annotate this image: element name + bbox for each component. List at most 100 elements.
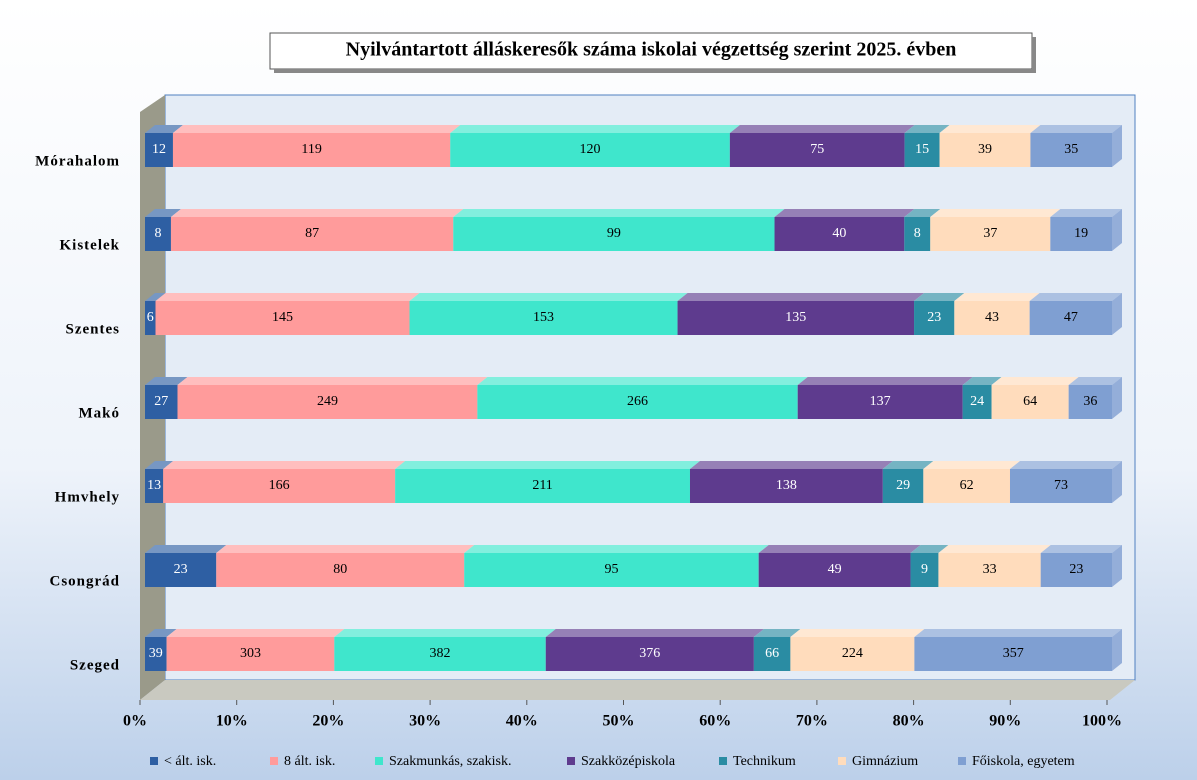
bar xyxy=(1040,553,1112,587)
bar-top xyxy=(453,209,785,217)
bar-top xyxy=(409,293,688,301)
bar-top xyxy=(677,293,925,301)
data-label: 47 xyxy=(1064,310,1078,325)
bar-top xyxy=(904,209,941,217)
x-tick-label: 10% xyxy=(216,713,248,730)
data-label: 37 xyxy=(983,226,997,241)
data-label: 36 xyxy=(1083,394,1097,409)
bar-top xyxy=(155,293,420,301)
data-label: 73 xyxy=(1054,478,1068,493)
bar xyxy=(1029,301,1112,335)
bar-top xyxy=(170,209,464,217)
data-label: 80 xyxy=(333,562,347,577)
title-shadow xyxy=(274,69,1036,73)
bar xyxy=(395,469,690,503)
data-label: 135 xyxy=(785,310,806,325)
data-label: 153 xyxy=(533,310,554,325)
bar xyxy=(177,385,478,419)
bar xyxy=(914,637,1112,671)
bar-top xyxy=(904,125,950,133)
bar xyxy=(910,553,939,587)
bar xyxy=(938,553,1041,587)
bar xyxy=(904,133,940,167)
bar-top xyxy=(938,545,1051,553)
bar-top xyxy=(1009,461,1122,469)
bar xyxy=(216,553,465,587)
legend-swatch xyxy=(567,757,575,765)
bar-top xyxy=(753,629,801,637)
bar-top xyxy=(923,461,1020,469)
bar-top xyxy=(797,377,973,385)
bar-top xyxy=(395,461,700,469)
x-tick-label: 0% xyxy=(123,713,147,730)
data-label: 95 xyxy=(604,562,618,577)
bar xyxy=(145,385,178,419)
data-label: 75 xyxy=(810,142,824,157)
data-label: 62 xyxy=(960,478,974,493)
bar-top xyxy=(774,209,915,217)
bar xyxy=(930,217,1051,251)
data-label: 211 xyxy=(532,478,552,493)
bar xyxy=(991,385,1069,419)
legend-label: Szakközépiskola xyxy=(581,754,676,769)
bar xyxy=(753,637,791,671)
legend-label: Főiskola, egyetem xyxy=(972,754,1075,769)
bar xyxy=(1068,385,1112,419)
data-label: 376 xyxy=(639,646,660,661)
bar-side xyxy=(1112,125,1122,167)
x-tick-label: 100% xyxy=(1082,713,1122,730)
bar-top xyxy=(1040,545,1122,553)
bar xyxy=(155,301,410,335)
bar xyxy=(545,637,754,671)
data-label: 49 xyxy=(828,562,842,577)
bar xyxy=(1009,469,1112,503)
bar xyxy=(334,637,546,671)
bar-top xyxy=(163,461,406,469)
y-tick-label: Csongrád xyxy=(49,573,120,589)
data-label: 8 xyxy=(154,226,161,241)
data-label: 266 xyxy=(627,394,648,409)
bar xyxy=(790,637,915,671)
bar-top xyxy=(145,545,227,553)
y-tick-label: Kistelek xyxy=(60,237,121,253)
bar-top xyxy=(464,545,769,553)
bar-top xyxy=(145,629,177,637)
bar-top xyxy=(954,293,1040,301)
bar-top xyxy=(939,125,1041,133)
data-label: 12 xyxy=(152,142,166,157)
bar xyxy=(453,217,775,251)
bar xyxy=(409,301,678,335)
x-tick-label: 20% xyxy=(312,713,344,730)
data-label: 33 xyxy=(983,562,997,577)
bar-top xyxy=(172,125,461,133)
x-tick-label: 40% xyxy=(506,713,538,730)
bar xyxy=(450,133,730,167)
bar-top xyxy=(758,545,921,553)
x-tick-label: 90% xyxy=(989,713,1021,730)
bar-top xyxy=(991,377,1079,385)
data-label: 87 xyxy=(305,226,319,241)
bar xyxy=(145,301,156,335)
bar xyxy=(166,637,335,671)
data-label: 27 xyxy=(154,394,168,409)
bar xyxy=(145,637,167,671)
title-box xyxy=(269,32,1033,70)
data-label: 145 xyxy=(272,310,293,325)
legend-swatch xyxy=(719,757,727,765)
bar xyxy=(962,385,992,419)
bar-top xyxy=(177,377,488,385)
bar xyxy=(923,469,1010,503)
bar-top xyxy=(910,545,949,553)
legend-label: Gimnázium xyxy=(852,754,918,769)
data-label: 15 xyxy=(915,142,929,157)
data-label: 19 xyxy=(1074,226,1088,241)
data-label: 120 xyxy=(580,142,601,157)
x-tick-label: 50% xyxy=(603,713,635,730)
bar xyxy=(1030,133,1112,167)
bar-top xyxy=(145,293,166,301)
x-tick-label: 80% xyxy=(893,713,925,730)
data-label: 13 xyxy=(147,478,161,493)
bar-side xyxy=(1112,461,1122,503)
data-label: 39 xyxy=(149,646,163,661)
bar-top xyxy=(790,629,925,637)
